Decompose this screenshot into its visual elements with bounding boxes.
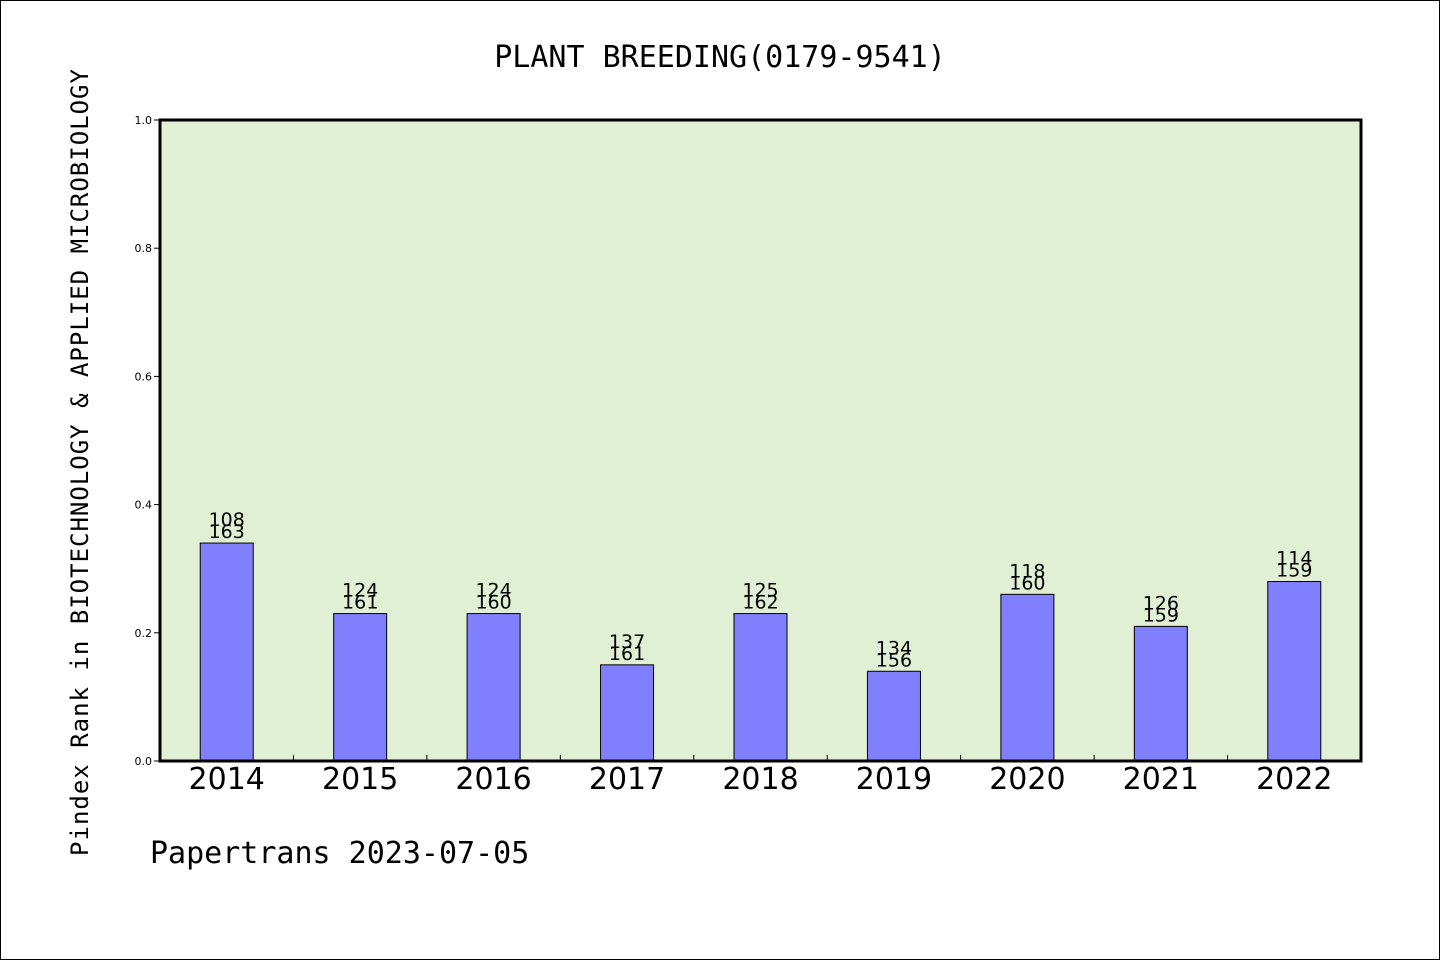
data-label-top: 126 bbox=[1143, 592, 1179, 614]
y-tick-label: 0.8 bbox=[135, 242, 153, 255]
bar bbox=[1000, 593, 1055, 762]
data-label-bottom: 161 bbox=[342, 592, 378, 614]
data-label-top: 137 bbox=[609, 631, 645, 653]
x-tick-label: 2014 bbox=[189, 762, 265, 797]
data-labels: 1081631241611241601371611251621341561181… bbox=[209, 509, 1313, 671]
chart-title: PLANT BREEDING(0179-9541) bbox=[494, 40, 946, 75]
x-tick-label: 2018 bbox=[722, 762, 798, 797]
x-tick-label: 2017 bbox=[589, 762, 665, 797]
data-label-top: 134 bbox=[876, 637, 912, 659]
data-label-bottom: 161 bbox=[609, 643, 645, 665]
bars bbox=[199, 542, 1322, 762]
bar bbox=[733, 613, 788, 762]
data-label-bottom: 160 bbox=[475, 592, 511, 614]
data-label-top: 118 bbox=[1009, 560, 1045, 582]
x-tick-label: 2016 bbox=[455, 762, 531, 797]
data-label-bottom: 160 bbox=[1009, 572, 1045, 594]
bar bbox=[600, 664, 655, 762]
data-label-bottom: 156 bbox=[876, 649, 912, 671]
y-axis-label: Pindex Rank in BIOTECHNOLOGY & APPLIED M… bbox=[66, 68, 94, 856]
x-tick-label: 2019 bbox=[856, 762, 932, 797]
data-label-bottom: 159 bbox=[1143, 604, 1179, 626]
y-tick-label: 0.0 bbox=[135, 755, 153, 768]
data-label-bottom: 162 bbox=[742, 592, 778, 614]
y-axis-ticks: 0.0 0.2 0.4 0.6 0.8 1.0 bbox=[135, 114, 160, 768]
bar bbox=[866, 670, 921, 762]
data-label-bottom: 163 bbox=[209, 521, 245, 543]
data-label-top: 124 bbox=[342, 580, 378, 602]
footer-date: Papertrans 2023-07-05 bbox=[150, 836, 529, 871]
data-label-top: 124 bbox=[475, 580, 511, 602]
x-tick-label: 2015 bbox=[322, 762, 398, 797]
y-tick-label: 1.0 bbox=[135, 114, 153, 127]
bar bbox=[199, 542, 254, 762]
x-tick-label: 2020 bbox=[989, 762, 1065, 797]
bar bbox=[1133, 625, 1188, 762]
data-label-top: 125 bbox=[742, 580, 778, 602]
y-tick-label: 0.6 bbox=[135, 370, 153, 383]
x-tick-label: 2021 bbox=[1123, 762, 1199, 797]
bar bbox=[1267, 581, 1322, 762]
x-axis-ticks: 2014 2015 2016 2017 2018 2019 2020 2021 2022 bbox=[189, 755, 1332, 797]
data-label-bottom: 159 bbox=[1276, 560, 1312, 582]
y-tick-label: 0.4 bbox=[135, 499, 153, 512]
data-label-top: 108 bbox=[209, 509, 245, 531]
plot-border bbox=[158, 118, 1363, 763]
x-tick-label: 2022 bbox=[1256, 762, 1332, 797]
data-label-top: 114 bbox=[1276, 548, 1312, 570]
y-tick-label: 0.2 bbox=[135, 627, 153, 640]
bar bbox=[466, 613, 521, 762]
bar bbox=[333, 613, 388, 762]
